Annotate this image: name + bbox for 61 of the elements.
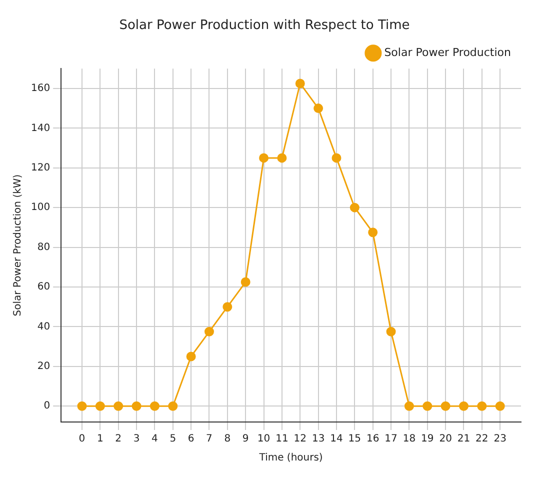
x-tick-label: 16 [366, 434, 380, 445]
point [204, 326, 214, 336]
point [386, 326, 396, 336]
point [332, 153, 342, 163]
point [259, 153, 269, 163]
point [314, 104, 324, 114]
y-tick-label: 160 [30, 83, 50, 94]
point [458, 401, 468, 411]
x-tick-label: 0 [78, 434, 86, 445]
point [240, 277, 250, 287]
x-tick-label: 9 [242, 434, 249, 445]
x-tick-label: 20 [439, 434, 452, 445]
x-tick-label: 4 [152, 434, 158, 445]
point [150, 401, 160, 411]
y-tick-label: 120 [30, 162, 50, 174]
y-tick-label: 100 [30, 202, 50, 214]
x-tick-label: 14 [330, 434, 343, 445]
y-tick-label: 40 [37, 321, 50, 332]
point [350, 202, 360, 212]
point [77, 401, 87, 411]
point [495, 401, 505, 411]
point [368, 228, 378, 238]
point [277, 153, 287, 163]
x-tick-label: 21 [457, 434, 470, 445]
point [477, 401, 487, 411]
chart-title: Solar Power Production with Respect to Time [119, 18, 410, 34]
y-tick-label: 20 [37, 361, 50, 372]
legend-label: Solar Power Production [384, 46, 512, 59]
point [222, 302, 232, 312]
x-tick-label: 18 [402, 434, 416, 445]
y-tick-label: 0 [44, 400, 50, 412]
x-tick-label: 22 [476, 434, 488, 445]
x-tick-label: 10 [257, 434, 270, 445]
x-tick-label: 7 [206, 434, 212, 445]
point [168, 401, 178, 411]
x-tick-label: 13 [312, 434, 325, 445]
x-tick-label: 3 [133, 434, 140, 445]
y-tick-label: 60 [37, 282, 50, 293]
x-tick-label: 11 [276, 434, 288, 445]
x-tick-label: 8 [224, 434, 231, 445]
x-tick-label: 15 [348, 434, 362, 445]
point [422, 401, 432, 411]
x-tick-label: 12 [294, 434, 306, 445]
x-axis-title: Time (hours) [258, 452, 323, 464]
point [295, 78, 305, 88]
x-tick-label: 23 [494, 434, 506, 445]
y-axis-title: Solar Power Production (kW) [12, 174, 24, 316]
point [132, 401, 142, 411]
point [95, 401, 105, 411]
point [440, 401, 450, 411]
x-tick-label: 6 [188, 434, 194, 445]
y-tick-label: 80 [37, 242, 50, 253]
point [186, 352, 196, 362]
x-tick-label: 17 [384, 434, 398, 445]
point [404, 401, 414, 411]
x-tick-label: 19 [421, 434, 434, 445]
y-tick-label: 140 [30, 122, 50, 134]
point [114, 401, 124, 411]
x-tick-label: 5 [170, 434, 176, 445]
x-tick-label: 1 [96, 434, 104, 445]
x-tick-label: 2 [115, 434, 122, 445]
